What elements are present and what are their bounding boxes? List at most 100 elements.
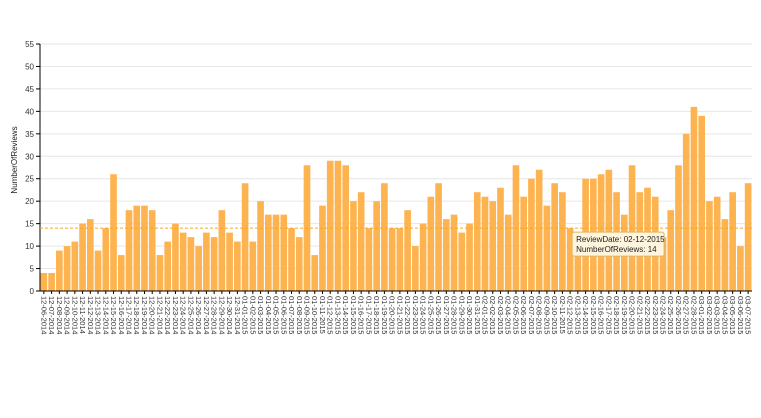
bar-02-06-2015[interactable] <box>520 196 528 291</box>
bar-02-10-2015[interactable] <box>551 183 558 291</box>
bar-03-04-2015[interactable] <box>721 219 729 291</box>
grid-lines <box>40 43 752 270</box>
bar-12-25-2014[interactable] <box>187 237 195 291</box>
bar-12-12-2014[interactable] <box>86 219 94 291</box>
bar-01-15-2015[interactable] <box>350 201 357 291</box>
x-tick-label: 01-05-2015 <box>272 296 281 334</box>
x-tick-label: 01-21-2015 <box>395 296 404 334</box>
bar-12-28-2014[interactable] <box>210 237 218 291</box>
bar-12-10-2014[interactable] <box>71 241 79 291</box>
x-tick-label: 12-26-2014 <box>194 296 203 334</box>
bar-03-01-2015[interactable] <box>698 115 706 291</box>
bar-03-07-2015[interactable] <box>744 183 752 291</box>
bar-02-07-2015[interactable] <box>528 178 535 291</box>
bar-03-06-2015[interactable] <box>737 246 744 291</box>
bar-03-05-2015[interactable] <box>729 192 736 291</box>
x-tick-label: 03-04-2015 <box>720 296 729 334</box>
bar-12-08-2014[interactable] <box>56 250 63 291</box>
bar-01-01-2015[interactable] <box>241 183 249 291</box>
x-tick-label: 01-10-2015 <box>310 296 319 334</box>
bar-12-23-2014[interactable] <box>172 223 179 291</box>
bar-01-23-2015[interactable] <box>412 246 419 291</box>
bar-02-12-2015[interactable] <box>566 228 574 291</box>
bar-02-08-2015[interactable] <box>535 169 543 291</box>
bar-03-02-2015[interactable] <box>706 201 713 291</box>
bar-01-17-2015[interactable] <box>365 228 373 291</box>
bar-12-24-2014[interactable] <box>179 232 187 291</box>
bar-01-19-2015[interactable] <box>381 183 388 291</box>
x-tick-label: 12-09-2014 <box>63 296 72 334</box>
bar-12-27-2014[interactable] <box>203 232 210 291</box>
x-tick-label: 01-22-2015 <box>403 296 412 334</box>
bar-12-22-2014[interactable] <box>164 241 172 291</box>
x-tick-label: 01-09-2015 <box>303 296 312 334</box>
bar-12-06-2014[interactable] <box>40 273 48 291</box>
bar-01-04-2015[interactable] <box>264 214 272 291</box>
bar-12-31-2014[interactable] <box>234 241 241 291</box>
bar-01-24-2015[interactable] <box>419 223 427 291</box>
x-tick-label: 12-27-2014 <box>202 296 211 334</box>
x-tick-label: 02-01-2015 <box>481 296 490 334</box>
bar-02-09-2015[interactable] <box>543 205 551 291</box>
bar-02-25-2015[interactable] <box>667 210 675 291</box>
bar-01-03-2015[interactable] <box>257 201 264 291</box>
bar-02-02-2015[interactable] <box>489 201 497 291</box>
bar-02-01-2015[interactable] <box>481 196 489 291</box>
bar-02-24-2015[interactable] <box>659 237 667 291</box>
bar-01-18-2015[interactable] <box>373 201 380 291</box>
bar-01-20-2015[interactable] <box>388 228 396 291</box>
bar-02-17-2015[interactable] <box>605 169 613 291</box>
bar-01-13-2015[interactable] <box>334 160 342 291</box>
bar-01-29-2015[interactable] <box>458 232 466 291</box>
x-tick-label: 02-24-2015 <box>659 296 668 334</box>
x-tick-label: 01-01-2015 <box>241 296 250 334</box>
bar-02-27-2015[interactable] <box>682 133 690 291</box>
bar-12-07-2014[interactable] <box>48 273 55 291</box>
bar-01-06-2015[interactable] <box>280 214 288 291</box>
bar-01-05-2015[interactable] <box>272 214 280 291</box>
bar-12-13-2014[interactable] <box>94 250 102 291</box>
bar-02-28-2015[interactable] <box>690 106 698 291</box>
bar-12-15-2014[interactable] <box>110 174 117 291</box>
bar-01-08-2015[interactable] <box>295 237 303 291</box>
bar-01-30-2015[interactable] <box>466 223 473 291</box>
x-tick-label: 02-19-2015 <box>620 296 629 334</box>
bar-01-25-2015[interactable] <box>427 196 435 291</box>
y-tick-label: 5 <box>30 265 35 274</box>
bar-02-13-2015[interactable] <box>574 232 582 291</box>
bar-02-03-2015[interactable] <box>497 187 504 291</box>
bar-12-20-2014[interactable] <box>148 210 156 291</box>
bar-01-12-2015[interactable] <box>326 160 334 291</box>
bar-12-26-2014[interactable] <box>195 246 202 291</box>
bar-12-17-2014[interactable] <box>125 210 133 291</box>
bar-01-31-2015[interactable] <box>473 192 481 291</box>
bar-01-28-2015[interactable] <box>450 214 458 291</box>
bar-01-21-2015[interactable] <box>396 228 404 291</box>
bar-12-30-2014[interactable] <box>226 232 233 291</box>
bar-01-27-2015[interactable] <box>442 219 450 291</box>
bar-01-22-2015[interactable] <box>404 210 411 291</box>
bar-02-26-2015[interactable] <box>675 165 682 291</box>
bar-12-16-2014[interactable] <box>117 255 125 291</box>
x-tick-label: 12-14-2014 <box>101 296 110 334</box>
bar-12-29-2014[interactable] <box>218 210 226 291</box>
x-tick-label: 12-30-2014 <box>225 296 234 334</box>
bar-03-03-2015[interactable] <box>713 196 721 291</box>
bar-01-26-2015[interactable] <box>435 183 442 291</box>
bar-12-09-2014[interactable] <box>63 246 71 291</box>
x-tick-label: 01-16-2015 <box>357 296 366 334</box>
bar-12-18-2014[interactable] <box>133 205 141 291</box>
bar-01-07-2015[interactable] <box>288 228 295 291</box>
bar-01-02-2015[interactable] <box>249 241 257 291</box>
bar-12-11-2014[interactable] <box>79 223 86 291</box>
bar-12-14-2014[interactable] <box>102 228 110 291</box>
bar-12-21-2014[interactable] <box>156 255 164 291</box>
x-tick-label: 02-25-2015 <box>666 296 675 334</box>
bar-02-04-2015[interactable] <box>504 214 512 291</box>
x-tick-label: 02-17-2015 <box>604 296 613 334</box>
bar-01-11-2015[interactable] <box>319 205 326 291</box>
bar-02-11-2015[interactable] <box>559 192 566 291</box>
bar-01-10-2015[interactable] <box>311 255 319 291</box>
bar-12-19-2014[interactable] <box>141 205 148 291</box>
bar-01-16-2015[interactable] <box>357 192 365 291</box>
